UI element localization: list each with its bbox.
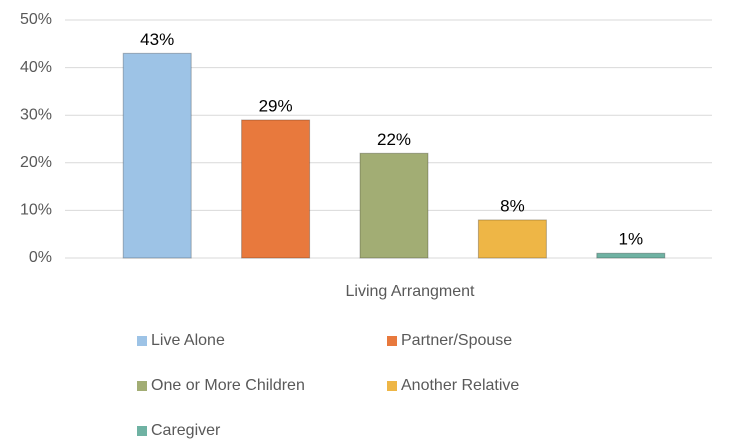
data-label: 43% <box>140 30 174 49</box>
bar <box>359 152 429 259</box>
data-label: 1% <box>619 230 644 249</box>
y-tick-label: 40% <box>20 59 52 76</box>
legend-label: Caregiver <box>151 422 221 439</box>
legend-swatch <box>137 336 147 346</box>
legend-swatch <box>137 381 147 391</box>
y-tick-label: 10% <box>20 202 52 219</box>
legend-label: Another Relative <box>401 377 519 394</box>
bar <box>477 219 547 259</box>
bar <box>122 52 192 259</box>
data-label: 8% <box>500 196 525 215</box>
data-label: 29% <box>259 96 293 115</box>
bar <box>241 119 311 259</box>
bar <box>596 252 666 259</box>
y-tick-label: 20% <box>20 154 52 171</box>
legend-swatch <box>387 381 397 391</box>
y-tick-label: 0% <box>29 249 52 266</box>
data-label: 22% <box>377 130 411 149</box>
y-tick-label: 50% <box>20 11 52 28</box>
legend-label: Partner/Spouse <box>401 332 512 349</box>
y-tick-label: 30% <box>20 106 52 123</box>
legend-swatch <box>387 336 397 346</box>
legend-label: One or More Children <box>151 377 305 394</box>
legend-label: Live Alone <box>151 332 225 349</box>
legend-swatch <box>137 426 147 436</box>
x-axis-label: Living Arrangment <box>346 283 476 300</box>
